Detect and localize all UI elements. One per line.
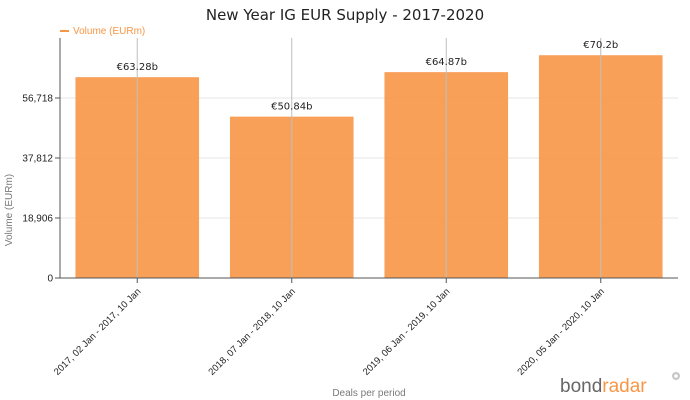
legend[interactable]: Volume (EURm) [60, 26, 145, 37]
y-tick-label: 56,718 [22, 94, 53, 105]
bar-data-label: €64.87b [426, 57, 467, 68]
y-axis-ticks: 0 18,906 37,812 56,718 [22, 94, 60, 285]
y-tick-label: 18,906 [22, 214, 53, 225]
y-tick-label: 0 [47, 274, 53, 285]
logo-dot-inner [674, 374, 678, 378]
x-axis-ticks: 2017, 02 Jan - 2017, 10 Jan 2018, 07 Jan … [52, 278, 607, 378]
y-tick-label: 37,812 [22, 154, 53, 165]
data-labels: €63.28b €50.84b €64.87b €70.2b [117, 40, 619, 112]
svg-text:bondradar: bondradar [560, 376, 647, 397]
x-tick-label: 2020, 05 Jan - 2020, 10 Jan [515, 286, 606, 377]
logo-part-bond: bond [560, 376, 602, 397]
logo-part-radar: radar [602, 376, 647, 397]
x-axis-title: Deals per period [332, 388, 405, 399]
y-axis-title: Volume (EURm) [4, 174, 15, 246]
bar-data-label: €50.84b [271, 102, 312, 113]
chart-title: New Year IG EUR Supply - 2017-2020 [206, 6, 484, 24]
x-tick-label: 2017, 02 Jan - 2017, 10 Jan [52, 286, 143, 377]
bars [75, 55, 663, 279]
bar-data-label: €63.28b [117, 62, 158, 73]
legend-label: Volume (EURm) [73, 26, 145, 37]
vertical-gridlines [136, 38, 602, 278]
bar-data-label: €70.2b [583, 40, 618, 51]
bondradar-logo: bondradar [560, 372, 680, 397]
x-tick-label: 2019, 06 Jan - 2019, 10 Jan [361, 286, 452, 377]
x-tick-label: 2018, 07 Jan - 2018, 10 Jan [206, 286, 297, 377]
